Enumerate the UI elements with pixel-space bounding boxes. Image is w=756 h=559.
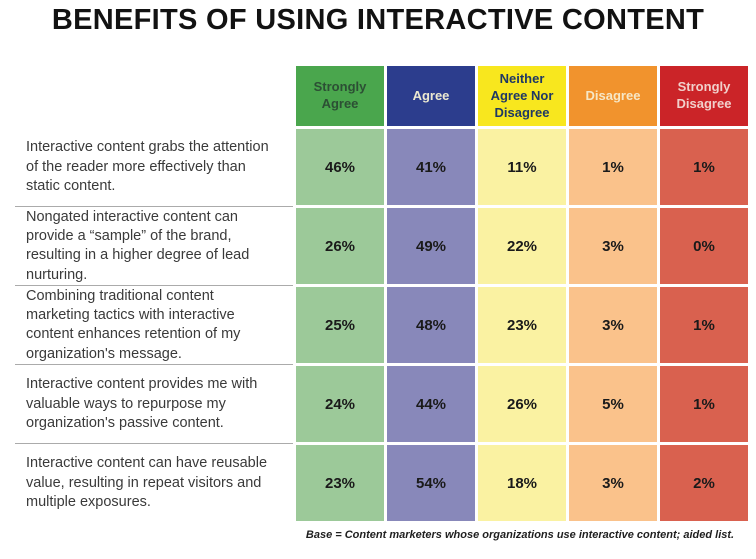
value-cell-1-strongly-disagree: 0%: [660, 208, 748, 285]
value-cell-4-disagree: 3%: [569, 445, 657, 522]
header-cell-strongly-agree: Strongly Agree: [296, 66, 384, 127]
value-cell-2-strongly-agree: 25%: [296, 287, 384, 364]
value-cell-2-agree: 48%: [387, 287, 475, 364]
header-cell-disagree: Disagree: [569, 66, 657, 127]
value-cell-0-disagree: 1%: [569, 129, 657, 206]
header-cell-neither-agree-nor-disagree: Neither Agree Nor Disagree: [478, 66, 566, 127]
value-cell-0-neither-agree-nor-disagree: 11%: [478, 129, 566, 206]
row-statement: Combining traditional content marketing …: [13, 287, 293, 366]
header-cell-agree: Agree: [387, 66, 475, 127]
base-footnote: Base = Content marketers whose organizat…: [305, 529, 735, 542]
header-cell-strongly-disagree: Strongly Disagree: [660, 66, 748, 127]
value-cell-2-strongly-disagree: 1%: [660, 287, 748, 364]
value-cell-1-neither-agree-nor-disagree: 22%: [478, 208, 566, 285]
value-cell-3-strongly-agree: 24%: [296, 366, 384, 443]
value-cell-1-strongly-agree: 26%: [296, 208, 384, 285]
value-cell-3-strongly-disagree: 1%: [660, 366, 748, 443]
value-cell-3-disagree: 5%: [569, 366, 657, 443]
value-cell-0-agree: 41%: [387, 129, 475, 206]
value-cell-4-agree: 54%: [387, 445, 475, 522]
row-statement: Interactive content grabs the attention …: [13, 129, 293, 208]
value-cell-3-neither-agree-nor-disagree: 26%: [478, 366, 566, 443]
row-statement: Interactive content can have reusable va…: [26, 455, 268, 510]
value-cell-0-strongly-agree: 46%: [296, 129, 384, 206]
row-statement: Nongated interactive content can provide…: [13, 208, 293, 287]
value-cell-1-disagree: 3%: [569, 208, 657, 285]
row-statement: Interactive content provides me with val…: [13, 366, 293, 445]
results-table: Strongly Agree Agree Neither Agree Nor Dis…: [13, 66, 756, 522]
value-cell-3-agree: 44%: [387, 366, 475, 443]
value-cell-2-disagree: 3%: [569, 287, 657, 364]
value-cell-2-neither-agree-nor-disagree: 23%: [478, 287, 566, 364]
table-corner-spacer: [13, 66, 293, 126]
value-cell-1-agree: 49%: [387, 208, 475, 285]
value-cell-0-strongly-disagree: 1%: [660, 129, 748, 206]
value-cell-4-strongly-agree: 23%: [296, 445, 384, 522]
value-cell-4-neither-agree-nor-disagree: 18%: [478, 445, 566, 522]
value-cell-4-strongly-disagree: 2%: [660, 445, 748, 522]
page-title: BENEFITS OF USING INTERACTIVE CONTENT: [51, 4, 705, 36]
